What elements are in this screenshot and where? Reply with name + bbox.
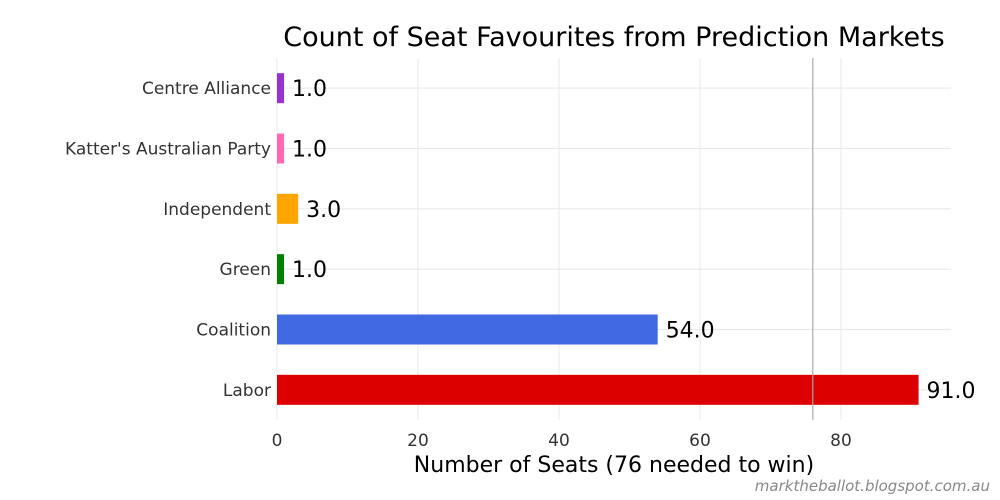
credit-text: marktheballot.blogspot.com.au xyxy=(755,477,990,495)
data-label: 1.0 xyxy=(292,138,327,163)
data-labels: 91.0 54.0 1.0 3.0 1.0 1.0 xyxy=(292,77,975,404)
x-tick-label: 20 xyxy=(407,431,429,451)
data-label: 1.0 xyxy=(292,258,327,283)
category-label: Centre Alliance xyxy=(142,79,271,99)
x-tick-label: 80 xyxy=(830,431,852,451)
x-axis-label: Number of Seats (76 needed to win) xyxy=(414,453,814,478)
chart-title: Count of Seat Favourites from Prediction… xyxy=(283,22,945,53)
category-label: Independent xyxy=(163,200,271,220)
x-tick-label: 0 xyxy=(272,431,283,451)
bar xyxy=(277,73,285,104)
category-labels: Labor Coalition Green Independent Katter's A… xyxy=(65,79,271,401)
bar xyxy=(277,374,919,405)
x-tick-label: 40 xyxy=(548,431,570,451)
bar xyxy=(277,193,299,224)
data-label: 54.0 xyxy=(666,319,715,344)
category-label: Green xyxy=(220,260,271,280)
bars xyxy=(277,73,919,405)
gridlines xyxy=(276,58,951,420)
bar xyxy=(277,254,285,285)
x-tick-labels: 0 20 40 60 80 xyxy=(272,431,852,451)
x-tick-label: 60 xyxy=(689,431,711,451)
category-label: Coalition xyxy=(196,321,271,341)
data-label: 3.0 xyxy=(306,198,341,223)
bar xyxy=(277,133,285,164)
category-label: Labor xyxy=(223,381,271,401)
bar xyxy=(277,314,658,345)
category-label: Katter's Australian Party xyxy=(65,140,271,160)
data-label: 91.0 xyxy=(927,379,976,404)
data-label: 1.0 xyxy=(292,77,327,102)
